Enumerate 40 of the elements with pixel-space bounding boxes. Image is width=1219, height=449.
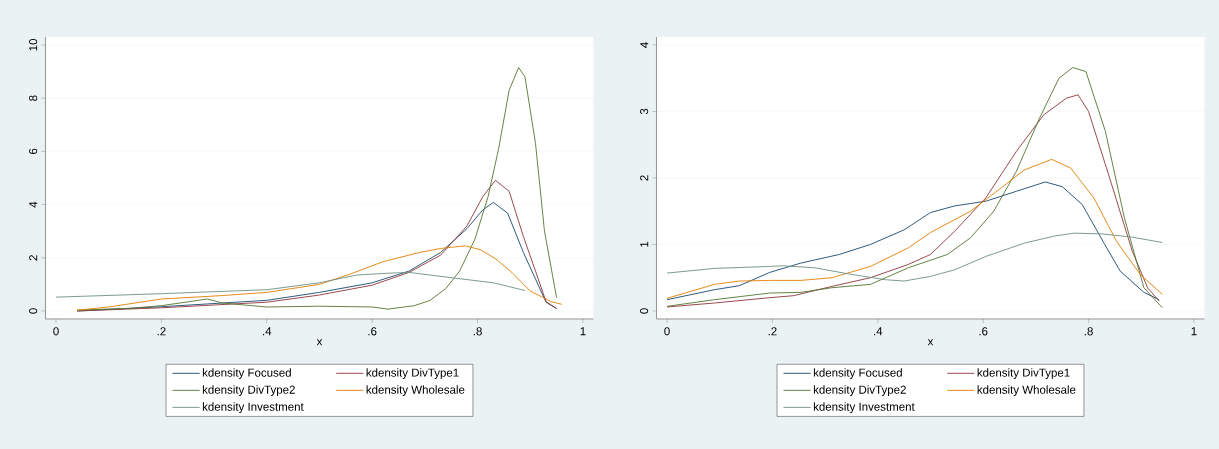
y-tick-label: 2 (640, 175, 649, 181)
x-axis-title: x (927, 339, 934, 346)
y-tick-label: 8 (29, 95, 38, 101)
x-tick-label: .8 (473, 327, 482, 336)
line-series (55, 271, 526, 298)
x-tick-label: 0 (53, 327, 59, 336)
legend-label: kdensity Investment (813, 402, 915, 414)
legend-label: kdensity Focused (202, 368, 291, 379)
legend-label: kdensity Investment (202, 402, 304, 414)
x-tick-label: .2 (768, 327, 777, 336)
x-tick-label: .8 (1084, 327, 1093, 336)
line-series (76, 245, 563, 311)
line-series (76, 179, 558, 312)
y-tick-label: 4 (640, 42, 649, 48)
x-tick-label: 0 (664, 327, 670, 336)
line-series (666, 232, 1163, 282)
y-tick-label: 1 (640, 241, 649, 247)
x-tick-label: .2 (157, 327, 166, 336)
y-tick-label: 6 (29, 148, 38, 154)
x-tick-label: .4 (874, 327, 883, 336)
x-tick-label: 1 (1191, 327, 1197, 336)
x-axis-title: x (316, 339, 323, 346)
x-tick-label: .6 (979, 327, 988, 336)
y-tick-label: 0 (29, 308, 38, 314)
legend-label: kdensity Wholesale (977, 385, 1076, 397)
legend-label: kdensity DivType2 (813, 385, 906, 397)
line-series (666, 158, 1163, 299)
legend-label: kdensity DivType1 (366, 368, 459, 379)
y-tick-label: 3 (640, 108, 649, 115)
legend-label: kdensity Focused (813, 368, 902, 379)
y-tick-label: 0 (640, 308, 649, 314)
y-tick-label: 4 (29, 201, 38, 208)
y-tick-label: 2 (29, 255, 38, 261)
legend-label: kdensity DivType2 (202, 385, 295, 397)
y-tick-label: 10 (29, 39, 38, 51)
legend-label: kdensity Wholesale (366, 385, 465, 397)
x-tick-label: .4 (263, 327, 272, 336)
x-tick-label: .6 (368, 327, 377, 336)
legend-label: kdensity DivType1 (977, 368, 1070, 379)
x-tick-label: 1 (580, 327, 586, 336)
